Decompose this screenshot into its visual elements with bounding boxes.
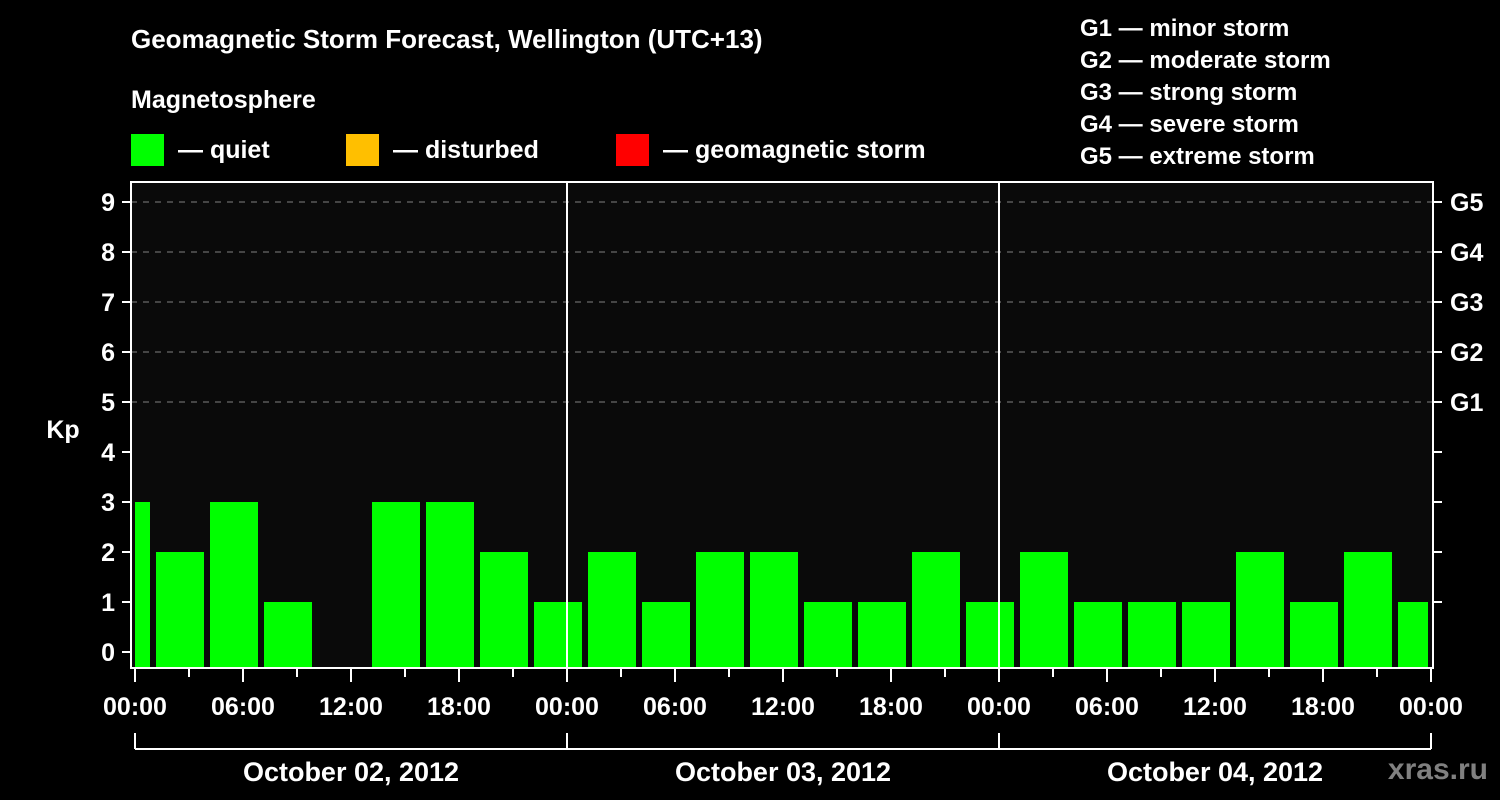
g-scale-g5: G5 — extreme storm	[1080, 143, 1315, 170]
g-level-label: G2	[1450, 339, 1483, 367]
y-axis-label: Kp	[46, 416, 79, 444]
legend-heading: Magnetosphere	[131, 86, 316, 114]
kp-bar	[912, 552, 960, 668]
kp-bar	[858, 602, 906, 668]
x-tick-label: 00:00	[1399, 693, 1463, 721]
kp-bar	[1182, 602, 1230, 668]
kp-bar	[696, 552, 744, 668]
legend-label: — quiet	[178, 135, 270, 164]
x-tick-label: 00:00	[967, 693, 1031, 721]
y-tick-label: 7	[101, 289, 115, 317]
x-tick-label: 12:00	[1183, 693, 1247, 721]
watermark: xras.ru	[1387, 753, 1488, 786]
kp-bar	[480, 552, 528, 668]
kp-bar	[534, 602, 582, 668]
legend-item-storm: — geomagnetic storm	[616, 134, 926, 166]
kp-bar	[1020, 552, 1068, 668]
legend-label: — disturbed	[393, 135, 539, 164]
kp-bar	[804, 602, 852, 668]
y-tick-label: 5	[101, 389, 115, 417]
x-tick-label: 12:00	[751, 693, 815, 721]
x-tick-label: 18:00	[859, 693, 923, 721]
x-tick-label: 18:00	[427, 693, 491, 721]
kp-bar	[1290, 602, 1338, 668]
bars	[135, 502, 1428, 668]
y-tick-label: 0	[101, 639, 115, 667]
x-tick-label: 00:00	[535, 693, 599, 721]
kp-bar	[210, 502, 258, 668]
kp-bar	[642, 602, 690, 668]
y-tick-label: 6	[101, 339, 115, 367]
y-tick-label: 9	[101, 189, 115, 217]
g-level-label: G5	[1450, 189, 1483, 217]
kp-bar	[1344, 552, 1392, 668]
y-tick-label: 2	[101, 539, 115, 567]
legend-label: — geomagnetic storm	[663, 135, 926, 164]
kp-bar	[750, 552, 798, 668]
kp-bar	[1236, 552, 1284, 668]
legend-item-disturbed: — disturbed	[346, 134, 539, 166]
y-tick-label: 4	[101, 439, 115, 467]
kp-bar	[264, 602, 312, 668]
x-tick-label: 06:00	[643, 693, 707, 721]
g-level-label: G4	[1450, 239, 1483, 267]
g-scale-g3: G3 — strong storm	[1080, 79, 1298, 106]
x-tick-label: 18:00	[1291, 693, 1355, 721]
x-tick-label: 06:00	[1075, 693, 1139, 721]
y-tick-label: 3	[101, 489, 115, 517]
x-tick-label: 06:00	[211, 693, 275, 721]
y-tick-label: 1	[101, 589, 115, 617]
legend-item-quiet: — quiet	[131, 134, 270, 166]
storm-swatch-icon	[616, 134, 649, 166]
gridlines	[131, 201, 1433, 403]
kp-bar	[588, 552, 636, 668]
chart-title: Geomagnetic Storm Forecast, Wellington (…	[131, 24, 763, 54]
g-scale-g4: G4 — severe storm	[1080, 111, 1299, 138]
kp-bar	[1128, 602, 1176, 668]
kp-bar	[135, 502, 150, 668]
kp-bar	[1074, 602, 1122, 668]
axes: 0 1 2 3 4 5 6 7 8 9 G1 G2 G3 G4 G5 00:00 06:00 12:00 18:00…	[101, 181, 1483, 787]
kp-bar	[372, 502, 420, 668]
g-scale-g1: G1 — minor storm	[1080, 15, 1290, 42]
kp-bar	[426, 502, 474, 668]
g-level-label: G3	[1450, 289, 1483, 317]
g-level-label: G1	[1450, 389, 1483, 417]
x-tick-label: 12:00	[319, 693, 383, 721]
disturbed-swatch-icon	[346, 134, 379, 166]
kp-bar	[1398, 602, 1428, 668]
day-label: October 02, 2012	[243, 757, 459, 787]
day-label: October 04, 2012	[1107, 757, 1323, 787]
kp-bar	[156, 552, 204, 668]
kp-bar	[966, 602, 1014, 668]
x-tick-label: 00:00	[103, 693, 167, 721]
y-tick-label: 8	[101, 239, 115, 267]
g-scale-g2: G2 — moderate storm	[1080, 47, 1331, 74]
day-label: October 03, 2012	[675, 757, 891, 787]
quiet-swatch-icon	[131, 134, 164, 166]
